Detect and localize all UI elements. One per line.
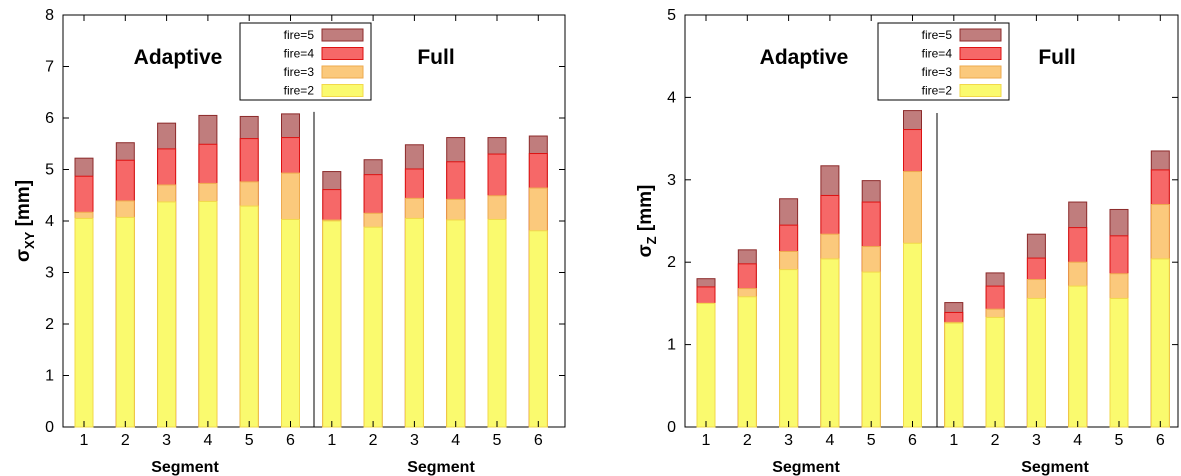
x-tick-label: 1: [702, 432, 711, 449]
y-tick-label: 3: [45, 265, 54, 282]
bar-fire2-11: [1109, 297, 1129, 428]
bar-fire2-1: [74, 217, 94, 428]
legend-swatch-fire3: [321, 65, 364, 79]
x-tick-label: 6: [286, 432, 295, 449]
y-tick-label: 0: [45, 419, 54, 436]
x-tick-label: 4: [451, 432, 460, 449]
bar-fire2-12: [528, 230, 548, 428]
x-tick-label: 6: [1156, 432, 1165, 449]
legend-label-fire5: fire=5: [284, 28, 315, 42]
legend-label-fire4: fire=4: [922, 47, 953, 61]
legend-label-fire2: fire=2: [284, 84, 315, 98]
x-tick-label: 5: [1115, 432, 1124, 449]
x-tick-label: 5: [245, 432, 254, 449]
y-tick-label: 2: [45, 316, 54, 333]
x-tick-label: 2: [369, 432, 378, 449]
y-tick-label: 5: [667, 7, 676, 24]
legend-swatch-fire2: [321, 84, 364, 97]
x-axis-title: Segment: [1021, 459, 1089, 476]
x-tick-label: 3: [1032, 432, 1041, 449]
x-axis-title: Segment: [772, 459, 840, 476]
y-tick-label: 8: [45, 7, 54, 24]
bar-fire2-7: [322, 220, 342, 428]
y-tick-label: 4: [45, 213, 54, 230]
x-tick-label: 1: [80, 432, 89, 449]
group-label-adaptive: Adaptive: [134, 46, 223, 69]
bar-fire2-3: [779, 269, 799, 428]
y-tick-label: 2: [667, 254, 676, 271]
bar-fire2-8: [985, 316, 1005, 428]
group-label-full: Full: [417, 46, 454, 69]
bar-fire2-8: [363, 226, 383, 428]
x-tick-label: 5: [867, 432, 876, 449]
bar-fire2-2: [737, 296, 757, 428]
legend-swatch-fire3: [959, 65, 1002, 79]
y-tick-label: 6: [45, 110, 54, 127]
x-tick-label: 3: [162, 432, 171, 449]
y-tick-label: 5: [45, 162, 54, 179]
legend-swatch-fire5: [321, 28, 364, 42]
x-tick-label: 1: [327, 432, 336, 449]
chart-panel-1: 0 1 2 3 4 5 6 7 8 1 2 3 4 5 6 1 2 3 4 5 6 Adaptive Segment Full…: [13, 7, 566, 476]
legend-label-fire3: fire=3: [284, 65, 315, 79]
y-tick-label: 0: [667, 419, 676, 436]
bar-fire2-10: [446, 219, 466, 428]
y-axis-title: σZ [mm]: [635, 185, 659, 258]
bar-fire2-5: [861, 271, 881, 428]
bar-fire2-7: [944, 322, 964, 428]
bar-fire2-12: [1150, 258, 1170, 428]
legend-label-fire5: fire=5: [922, 28, 953, 42]
y-tick-label: 1: [45, 368, 54, 385]
chart-panel-2: 0 1 2 3 4 5 1 2 3 4 5 6 1 2 3 4 5 6 Adaptive Segment Full Seg…: [635, 7, 1179, 476]
legend-swatch-fire2: [959, 84, 1002, 97]
bar-fire2-2: [115, 216, 135, 428]
y-tick-label: 3: [667, 172, 676, 189]
x-tick-label: 3: [410, 432, 419, 449]
bar-fire2-4: [820, 258, 840, 428]
x-tick-label: 2: [121, 432, 130, 449]
bar-fire2-6: [281, 218, 300, 428]
x-tick-label: 4: [203, 432, 212, 449]
x-tick-label: 4: [1073, 432, 1082, 449]
bar-fire2-4: [198, 200, 218, 428]
x-tick-label: 2: [743, 432, 752, 449]
y-tick-label: 7: [45, 59, 54, 76]
x-tick-label: 1: [949, 432, 958, 449]
y-tick-label: 1: [667, 337, 676, 354]
bar-fire2-11: [487, 218, 507, 428]
legend-swatch-fire4: [959, 47, 1002, 60]
legend: fire=5 fire=4 fire=3 fire=2: [877, 22, 1010, 101]
x-tick-label: 4: [825, 432, 834, 449]
y-tick-label: 4: [667, 89, 676, 106]
group-label-adaptive: Adaptive: [760, 46, 849, 69]
bar-fire2-10: [1068, 285, 1088, 428]
group-label-full: Full: [1038, 46, 1075, 69]
legend-swatch-fire4: [321, 47, 364, 60]
legend-label-fire3: fire=3: [922, 65, 953, 79]
legend-label-fire2: fire=2: [922, 84, 953, 98]
x-tick-label: 3: [784, 432, 793, 449]
bar-fire2-6: [903, 242, 922, 428]
x-tick-label: 6: [534, 432, 543, 449]
bar-fire2-3: [157, 201, 177, 428]
x-tick-label: 6: [908, 432, 917, 449]
x-tick-label: 2: [991, 432, 1000, 449]
y-axis-title: σXY [mm]: [13, 180, 37, 262]
legend: fire=5 fire=4 fire=3 fire=2: [239, 22, 372, 101]
legend-swatch-fire5: [959, 28, 1002, 42]
x-axis-title: Segment: [151, 459, 219, 476]
bar-fire2-9: [404, 217, 424, 428]
bar-fire2-1: [696, 302, 716, 428]
bar-fire2-5: [239, 205, 259, 428]
x-axis-title: Segment: [407, 459, 475, 476]
x-tick-label: 5: [493, 432, 502, 449]
legend-label-fire4: fire=4: [284, 47, 315, 61]
bar-fire2-9: [1026, 297, 1046, 428]
plot-frame: [684, 14, 1179, 428]
